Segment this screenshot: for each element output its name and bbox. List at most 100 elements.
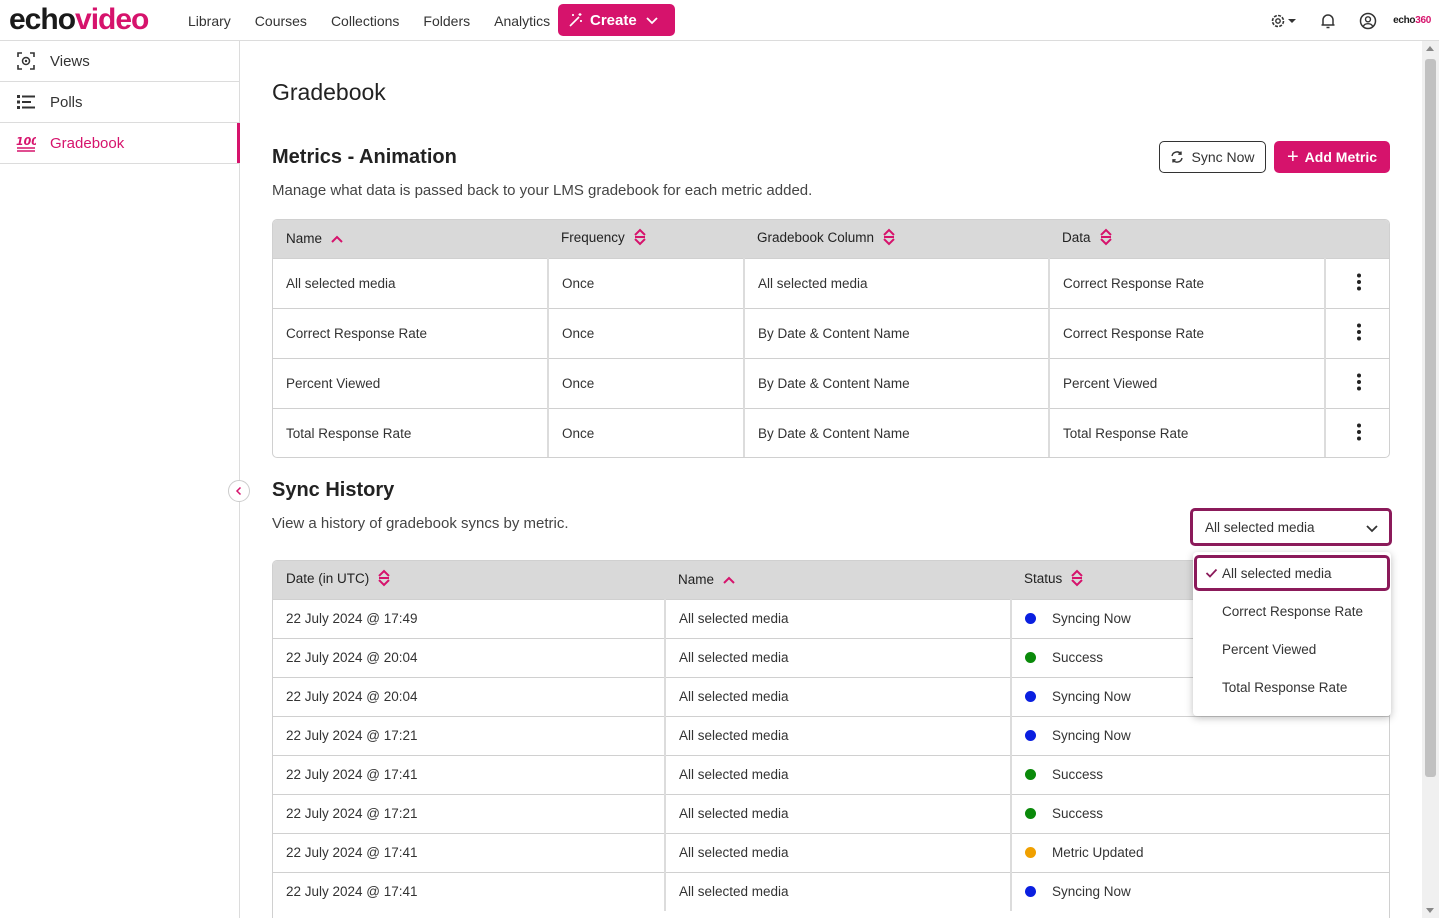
sort-ascending-icon	[722, 573, 736, 588]
cell-gradebook-column: All selected media	[743, 257, 1049, 308]
caret-down-icon	[1288, 18, 1297, 23]
sidebar-item-polls[interactable]: Polls	[0, 82, 239, 123]
status-dot-blue	[1025, 886, 1036, 898]
echo360-logo[interactable]: echo360	[1393, 15, 1431, 26]
cell-name: All selected media	[664, 871, 1011, 911]
sidebar-item-label: Views	[50, 52, 90, 70]
row-actions-button[interactable]	[1324, 307, 1389, 358]
metric-filter-select[interactable]: All selected media	[1190, 508, 1392, 546]
main-nav: Library Courses Collections Folders Anal…	[188, 0, 574, 41]
echovideo-logo[interactable]: echovideo	[9, 3, 149, 36]
create-button[interactable]: Create	[558, 4, 675, 36]
metrics-description: Manage what data is passed back to your …	[272, 182, 813, 199]
cell-name: Percent Viewed	[273, 357, 548, 408]
chevron-left-icon	[235, 486, 242, 496]
sort-both-icon	[882, 227, 896, 250]
chevron-down-icon	[646, 17, 658, 25]
column-header-name[interactable]: Name	[273, 220, 548, 258]
account-button[interactable]	[1359, 12, 1377, 30]
column-header-name[interactable]: Name	[665, 561, 1011, 599]
cell-frequency: Once	[547, 307, 744, 358]
column-header-frequency[interactable]: Frequency	[548, 220, 744, 258]
cell-name: Correct Response Rate	[273, 307, 548, 358]
cell-date: 22 July 2024 @ 17:41	[273, 754, 665, 794]
scrollbar-thumb[interactable]	[1425, 59, 1436, 777]
column-header-gradebook-column[interactable]: Gradebook Column	[744, 220, 1049, 258]
kebab-menu-icon	[1356, 373, 1361, 390]
cell-name: All selected media	[664, 676, 1011, 716]
filter-option-percent-viewed[interactable]: Percent Viewed	[1222, 641, 1317, 657]
sort-both-icon	[633, 227, 647, 250]
cell-frequency: Once	[547, 357, 744, 408]
status-dot-green	[1025, 769, 1036, 780]
sync-now-button[interactable]: Sync Now	[1159, 141, 1266, 173]
status-dot-blue	[1025, 691, 1036, 702]
notifications-button[interactable]	[1319, 12, 1337, 30]
scroll-down-arrow-icon[interactable]	[1426, 908, 1434, 913]
nav-library[interactable]: Library	[188, 12, 231, 29]
column-header-data[interactable]: Data	[1049, 220, 1325, 258]
row-actions-button[interactable]	[1324, 407, 1389, 457]
sort-both-icon	[377, 568, 391, 591]
cell-name: All selected media	[273, 257, 548, 308]
table-row: Total Response Rate Once By Date & Conte…	[273, 407, 1389, 457]
polls-icon	[16, 92, 36, 112]
cell-date: 22 July 2024 @ 17:49	[273, 598, 665, 638]
cell-data: Total Response Rate	[1048, 407, 1325, 457]
table-row: All selected media Once All selected med…	[273, 257, 1389, 308]
cell-data: Correct Response Rate	[1048, 257, 1325, 308]
sort-ascending-icon	[330, 232, 344, 247]
cell-date: 22 July 2024 @ 20:04	[273, 676, 665, 716]
cell-name: All selected media	[664, 598, 1011, 638]
filter-option-all-selected-media[interactable]: All selected media	[1194, 555, 1390, 591]
scroll-up-arrow-icon[interactable]	[1426, 46, 1434, 51]
top-bar: echovideo Library Courses Collections Fo…	[0, 0, 1439, 41]
status-dot-green	[1025, 652, 1036, 663]
cell-name: All selected media	[664, 793, 1011, 833]
cell-date: 22 July 2024 @ 17:21	[273, 793, 665, 833]
nav-courses[interactable]: Courses	[254, 12, 307, 29]
filter-option-total-response-rate[interactable]: Total Response Rate	[1222, 679, 1348, 695]
cell-date: 22 July 2024 @ 17:21	[273, 715, 665, 755]
cell-frequency: Once	[547, 407, 744, 457]
cell-gradebook-column: By Date & Content Name	[743, 307, 1049, 358]
cell-date: 22 July 2024 @ 20:04	[273, 637, 665, 677]
create-label: Create	[590, 11, 637, 29]
cell-status: Syncing Now	[1010, 715, 1389, 755]
sidebar-item-views[interactable]: Views	[0, 41, 239, 82]
kebab-menu-icon	[1356, 323, 1361, 340]
collapse-sidebar-button[interactable]	[228, 480, 250, 502]
row-actions-button[interactable]	[1324, 357, 1389, 408]
sidebar: Views Polls 100 Gradebook	[0, 41, 240, 918]
nav-analytics[interactable]: Analytics	[494, 12, 551, 29]
cell-date: 22 July 2024 @ 17:41	[273, 871, 665, 911]
cell-name: All selected media	[664, 754, 1011, 794]
row-actions-button[interactable]	[1324, 257, 1389, 308]
table-row: Correct Response Rate Once By Date & Con…	[273, 307, 1389, 358]
cell-data: Correct Response Rate	[1048, 307, 1325, 358]
nav-collections[interactable]: Collections	[330, 12, 400, 29]
nav-folders[interactable]: Folders	[423, 12, 471, 29]
filter-option-correct-response-rate[interactable]: Correct Response Rate	[1222, 603, 1364, 619]
bell-icon	[1321, 13, 1335, 28]
add-metric-button[interactable]: + Add Metric	[1274, 141, 1390, 173]
cell-name: All selected media	[664, 832, 1011, 872]
table-row: 22 July 2024 @ 17:49 All selected media Sy…	[273, 598, 1389, 638]
cell-status: Success	[1010, 754, 1389, 794]
settings-menu[interactable]	[1269, 12, 1297, 30]
sort-both-icon	[1099, 227, 1113, 250]
cell-status: Success	[1010, 793, 1389, 833]
column-header-date[interactable]: Date (in UTC)	[273, 561, 665, 599]
sync-history-title: Sync History	[272, 479, 395, 501]
status-dot-orange	[1025, 847, 1036, 858]
sync-history-table: Date (in UTC) Name Status 22 July 2024 @…	[272, 560, 1390, 918]
cell-status: Syncing Now	[1010, 871, 1389, 911]
status-dot-green	[1025, 808, 1036, 819]
cell-name: All selected media	[664, 715, 1011, 755]
cell-date: 22 July 2024 @ 17:41	[273, 832, 665, 872]
sidebar-item-label: Gradebook	[50, 134, 125, 152]
plus-icon: +	[1286, 146, 1299, 168]
sidebar-item-gradebook[interactable]: 100 Gradebook	[0, 123, 240, 164]
metrics-table: Name Frequency Gradebook Column Data All…	[272, 219, 1390, 458]
page-scrollbar[interactable]	[1422, 41, 1439, 918]
